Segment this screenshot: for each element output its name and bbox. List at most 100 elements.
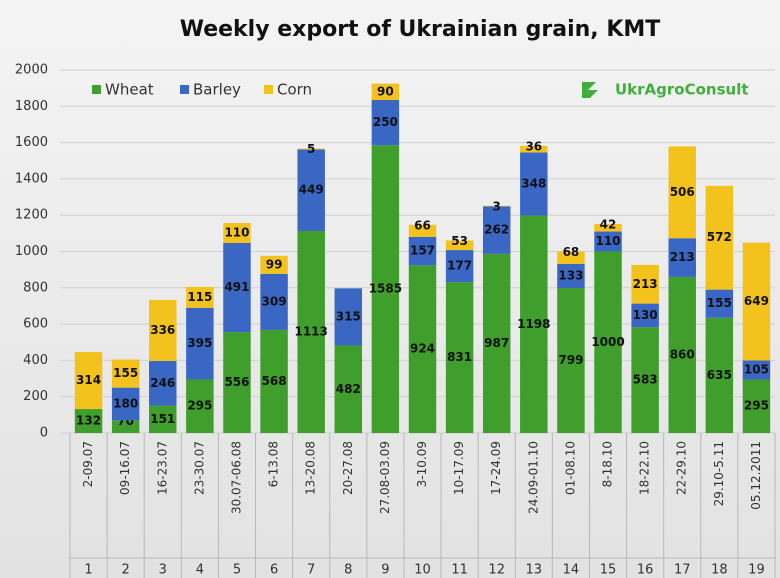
bar-segment xyxy=(482,206,511,254)
bar-segment xyxy=(631,264,659,304)
y-tick-label: 1000 xyxy=(15,244,48,259)
data-label: 506 xyxy=(670,185,695,199)
data-label: 860 xyxy=(670,347,695,361)
x-tick-label: 24.09-01.10 xyxy=(526,441,540,514)
x-tick-label: 27.08-03.09 xyxy=(378,441,392,514)
bar-segment xyxy=(408,224,437,237)
bar-segment xyxy=(668,146,696,239)
bar-segment xyxy=(594,223,622,232)
x-tick-label: 16-23.07 xyxy=(155,441,169,495)
bar-segment xyxy=(111,420,140,433)
data-label: 491 xyxy=(224,280,249,294)
bar-segment xyxy=(223,242,251,333)
x-tick-label: 8-18.10 xyxy=(601,441,615,487)
bar-segment xyxy=(260,329,288,433)
week-label: 17 xyxy=(674,563,691,578)
x-tick-label: 10-17.09 xyxy=(452,441,466,495)
x-tick-label: 2-09.07 xyxy=(81,441,95,487)
x-tick-label: 13-20.08 xyxy=(304,441,318,495)
brand: UkrAgroConsult xyxy=(615,81,749,99)
bar-segment xyxy=(111,387,140,421)
bar-segment xyxy=(631,303,659,328)
data-label: 295 xyxy=(187,399,212,413)
week-label: 4 xyxy=(196,563,204,578)
bar-segment xyxy=(297,148,325,150)
bar-segment xyxy=(371,145,400,433)
bar-segment xyxy=(371,83,400,100)
y-tick-label: 1800 xyxy=(15,99,48,114)
bar-segment xyxy=(371,99,400,146)
data-label: 36 xyxy=(525,139,542,153)
bar-segment xyxy=(149,360,177,406)
bar-segment xyxy=(705,317,734,433)
bar-segment xyxy=(520,215,548,433)
data-label: 309 xyxy=(262,294,287,308)
data-label: 42 xyxy=(600,217,617,231)
data-label: 177 xyxy=(447,259,472,273)
data-label: 1113 xyxy=(294,324,327,338)
data-label: 556 xyxy=(224,375,249,389)
bar-segment xyxy=(594,251,622,433)
bar-segment xyxy=(482,205,511,207)
data-label: 987 xyxy=(484,336,509,350)
data-label: 66 xyxy=(414,218,431,232)
legend-swatch xyxy=(92,85,101,94)
bar-segment xyxy=(334,345,363,433)
bar-segment xyxy=(742,379,771,433)
data-label: 155 xyxy=(707,296,732,310)
week-label: 19 xyxy=(748,563,765,578)
data-label: 1000 xyxy=(591,335,624,349)
bar-segment xyxy=(668,276,696,433)
x-tick-label: 3-10.09 xyxy=(415,441,429,487)
data-label: 133 xyxy=(558,268,583,282)
data-label: 482 xyxy=(336,382,361,396)
bar-segment xyxy=(668,238,696,277)
bar-segment xyxy=(260,255,288,274)
data-label: 180 xyxy=(113,396,138,410)
week-label: 12 xyxy=(488,563,505,578)
y-tick-label: 200 xyxy=(23,389,48,404)
y-tick-label: 2000 xyxy=(15,63,48,78)
week-label: 2 xyxy=(122,563,130,578)
week-label: 5 xyxy=(233,563,241,578)
bar-segment xyxy=(742,242,771,361)
legend-label: Wheat xyxy=(105,81,154,99)
data-label: 246 xyxy=(150,376,175,390)
x-tick-label: 18-22.10 xyxy=(638,441,652,495)
bar-segment xyxy=(186,379,214,433)
bar-segment xyxy=(111,359,140,388)
data-label: 649 xyxy=(744,294,769,308)
bar-segment xyxy=(445,250,474,283)
data-label: 110 xyxy=(224,225,249,239)
y-tick-label: 400 xyxy=(23,353,48,368)
bar-segment xyxy=(445,282,474,433)
legend-swatch xyxy=(180,85,189,94)
data-label: 3 xyxy=(493,199,501,213)
brand-logo xyxy=(582,82,598,98)
bar-segment xyxy=(705,185,734,290)
bar-segment xyxy=(520,145,548,153)
y-tick-label: 0 xyxy=(40,426,48,441)
x-tick-label: 23-30.07 xyxy=(192,441,206,495)
week-label: 1 xyxy=(84,563,92,578)
bar-segment xyxy=(742,360,771,380)
bar-segment xyxy=(74,352,103,410)
bar-segment xyxy=(705,289,734,318)
week-label: 8 xyxy=(344,563,352,578)
week-label: 14 xyxy=(563,563,580,578)
data-label: 583 xyxy=(633,373,658,387)
bar-segment xyxy=(74,409,103,433)
bar-segment xyxy=(223,223,251,243)
bar-segment xyxy=(482,253,511,433)
y-tick-label: 1400 xyxy=(15,171,48,186)
bar-segment xyxy=(557,287,585,433)
data-label: 105 xyxy=(744,362,769,376)
data-label: 115 xyxy=(187,290,212,304)
week-label: 7 xyxy=(307,563,315,578)
bar-segment xyxy=(186,307,214,380)
data-label: 1198 xyxy=(517,317,550,331)
bar-segment xyxy=(594,231,622,252)
data-label: 90 xyxy=(377,84,394,98)
bar-segment xyxy=(557,263,585,288)
data-label: 155 xyxy=(113,366,138,380)
